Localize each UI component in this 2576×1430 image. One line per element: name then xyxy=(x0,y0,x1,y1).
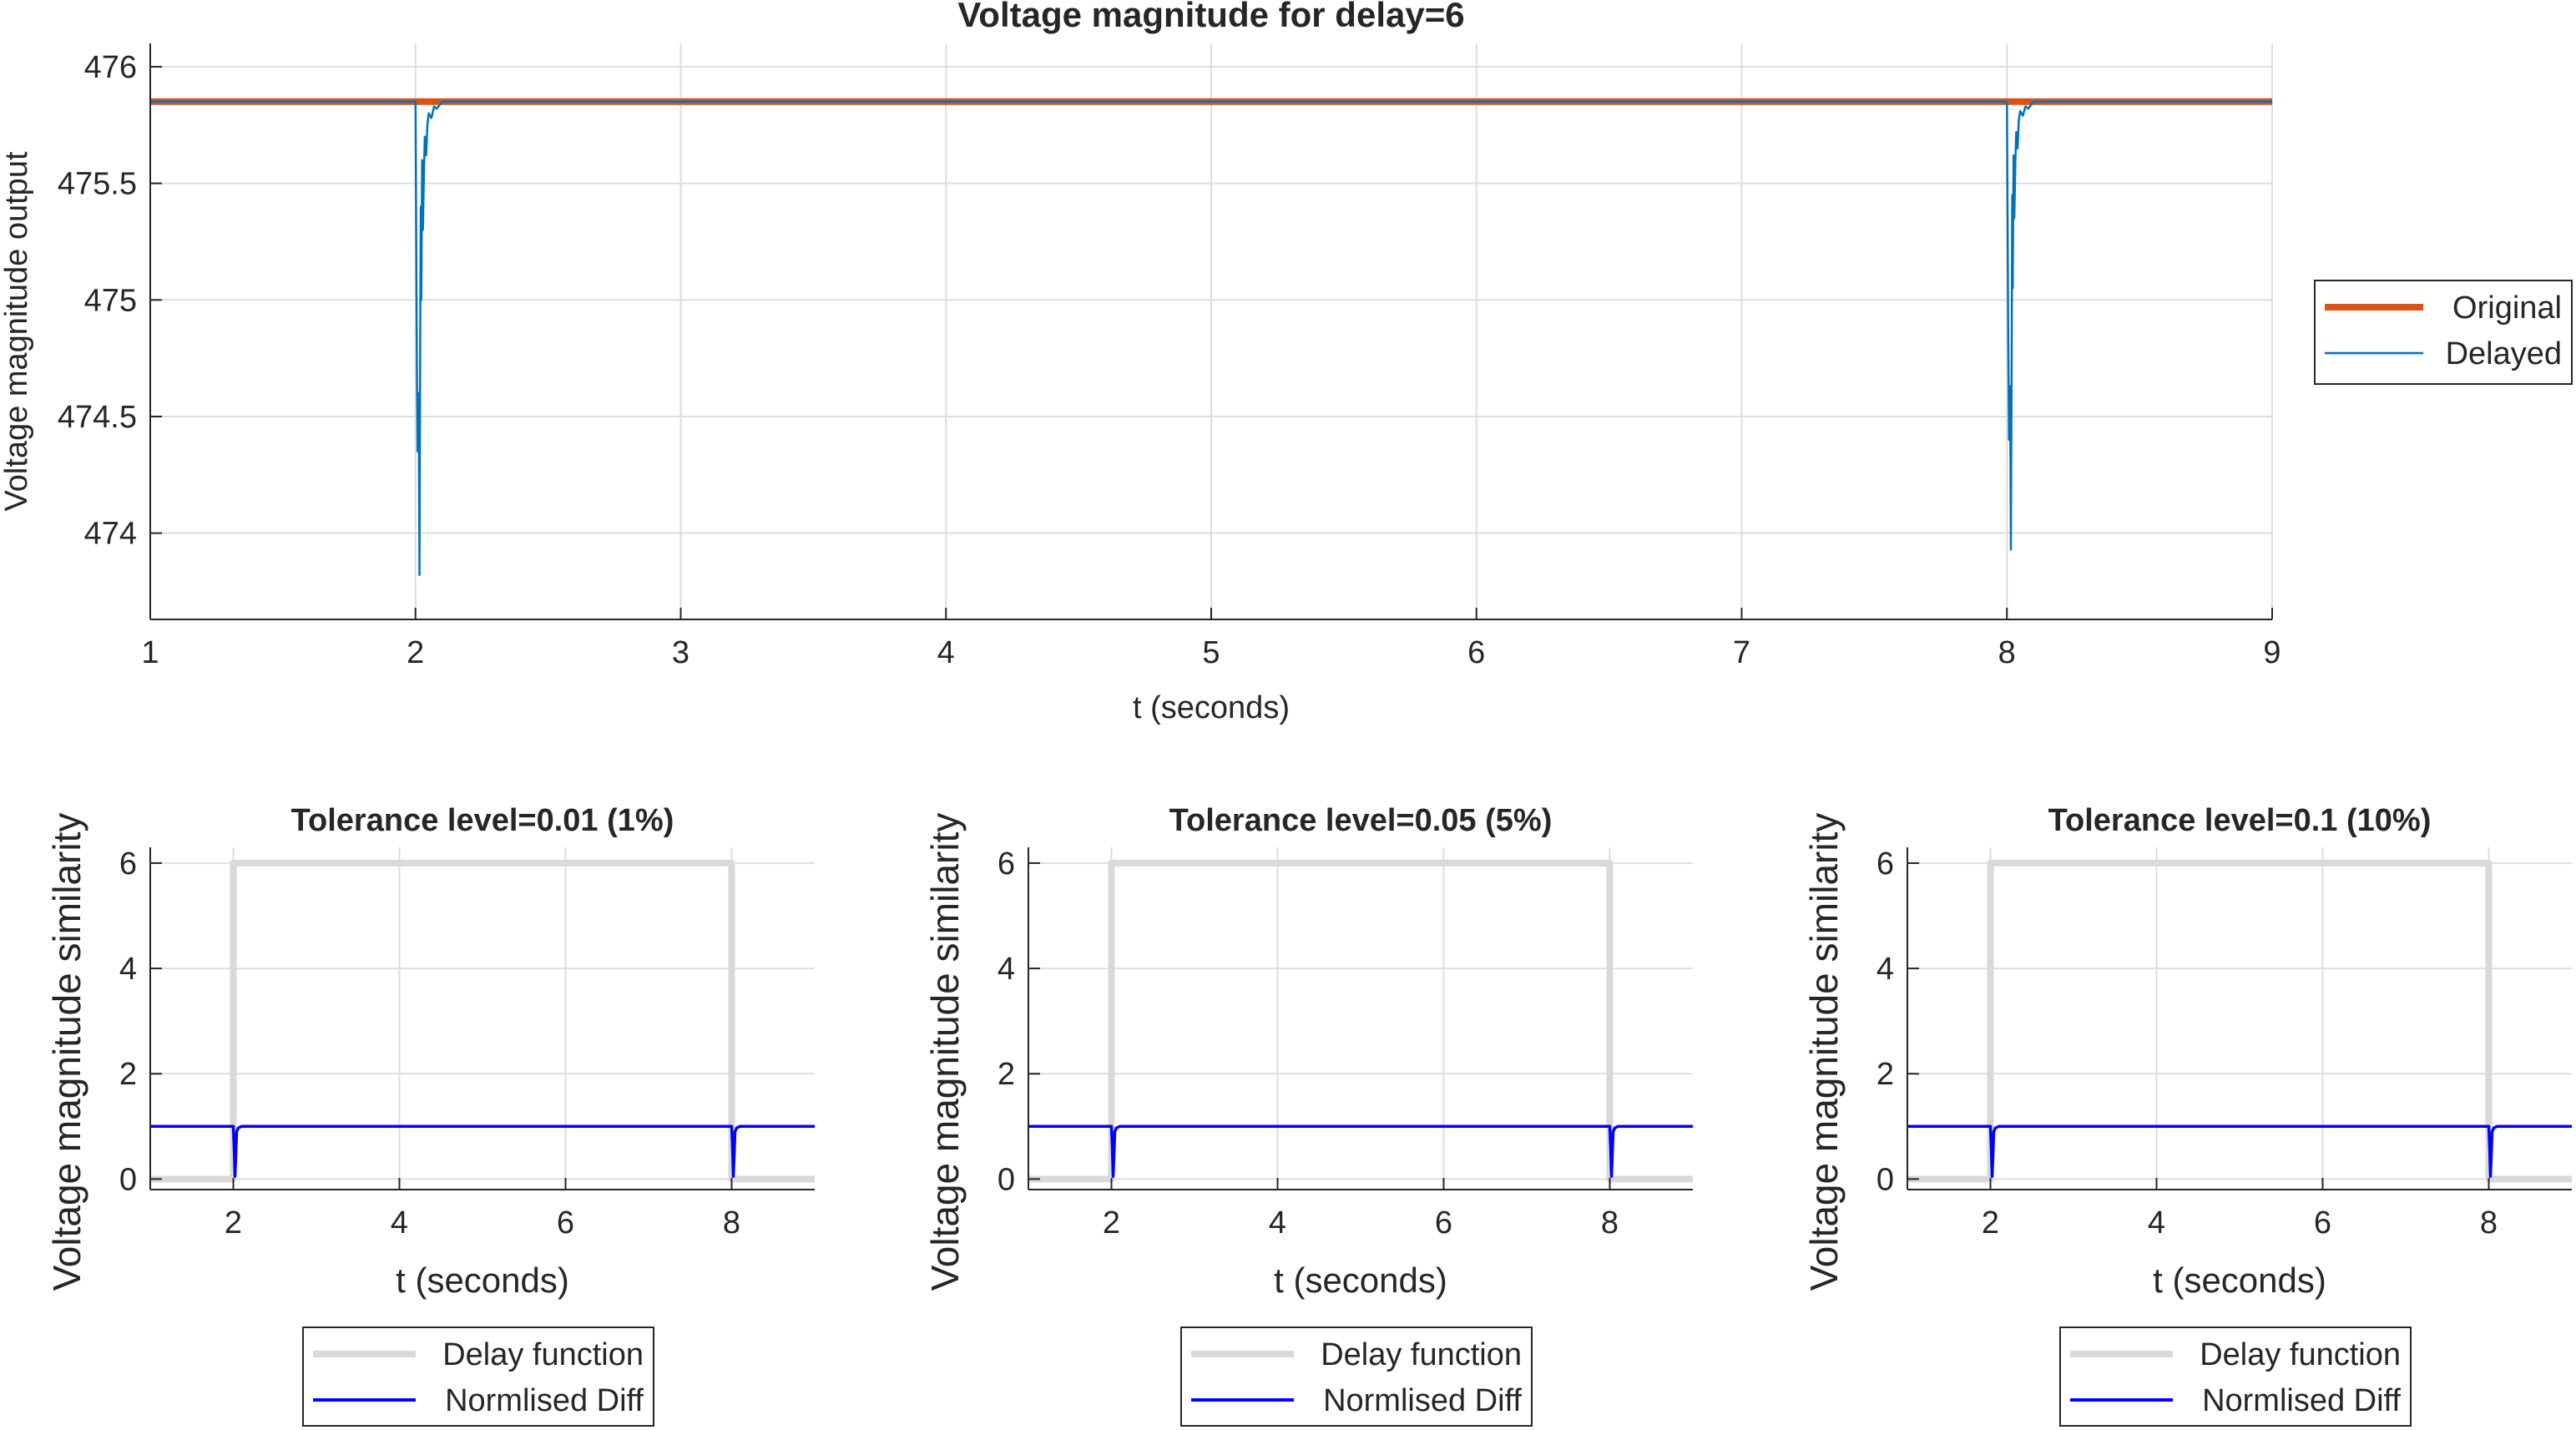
y-tick-label: 475 xyxy=(84,283,137,318)
legend-box xyxy=(302,1326,654,1427)
series-line-delay-function xyxy=(1028,859,1693,1183)
x-tick-label: 2 xyxy=(1103,1205,1120,1241)
x-tick-label: 8 xyxy=(1998,635,2016,670)
chart-0: 1 2 3 4 5 6 7 8 9 474 474.5 475 475.5 476 Voltage magn… xyxy=(0,0,2573,725)
y-axis-label: Voltage magnitude similarity xyxy=(923,813,967,1291)
y-tick-label: 0 xyxy=(1876,1162,1894,1197)
legend-label: Original xyxy=(2452,291,2562,326)
x-tick-label: 4 xyxy=(937,635,955,670)
x-axis-label: t (seconds) xyxy=(1274,1261,1447,1300)
x-tick-label: 2 xyxy=(1982,1205,1999,1241)
legend-box xyxy=(2059,1326,2412,1427)
x-axis-label: t (seconds) xyxy=(1133,690,1290,725)
legend-label: Normlised Diff xyxy=(445,1383,644,1418)
legend-label: Delay function xyxy=(2200,1337,2401,1372)
y-tick-label: 0 xyxy=(998,1162,1015,1197)
y-tick-label: 2 xyxy=(998,1057,1015,1092)
chart-title: Tolerance level=0.05 (5%) xyxy=(1169,803,1553,838)
x-tick-label: 7 xyxy=(1733,635,1750,670)
series-line-normlised-diff xyxy=(150,1124,815,1178)
x-tick-label: 9 xyxy=(2263,635,2281,670)
y-axis-label: Voltage magnitude similarity xyxy=(45,813,88,1291)
x-tick-label: 6 xyxy=(557,1205,574,1241)
legend-label: Delay function xyxy=(1321,1337,1522,1372)
series-line-normlised-diff xyxy=(1028,1124,1693,1178)
y-tick-label: 474.5 xyxy=(58,400,137,435)
x-tick-label: 5 xyxy=(1202,635,1220,670)
x-tick-label: 4 xyxy=(391,1205,408,1241)
y-tick-label: 6 xyxy=(998,846,1015,882)
chart-title: Voltage magnitude for delay=6 xyxy=(957,0,1464,34)
legend-label: Normlised Diff xyxy=(2202,1383,2401,1418)
series-line-delayed xyxy=(150,100,2272,577)
x-axis-label: t (seconds) xyxy=(2153,1261,2326,1300)
series-line-normlised-diff xyxy=(1907,1124,2572,1178)
y-tick-label: 476 xyxy=(84,50,137,85)
legend-box xyxy=(1180,1326,1533,1427)
legend-label: Delay function xyxy=(442,1337,644,1372)
x-tick-label: 4 xyxy=(2148,1205,2165,1241)
x-axis-label: t (seconds) xyxy=(396,1261,569,1300)
x-tick-label: 2 xyxy=(225,1205,242,1241)
legend-box xyxy=(2314,280,2573,385)
y-tick-label: 4 xyxy=(1876,952,1894,987)
x-tick-label: 3 xyxy=(672,635,689,670)
y-tick-label: 2 xyxy=(1876,1057,1894,1092)
series-line-delay-function xyxy=(1907,859,2572,1183)
chart-title: Tolerance level=0.01 (1%) xyxy=(291,803,674,838)
legend-label: Delayed xyxy=(2446,336,2562,371)
y-axis-label: Voltage magnitude output xyxy=(0,151,34,511)
y-tick-label: 4 xyxy=(119,952,137,987)
x-tick-label: 6 xyxy=(1467,635,1485,670)
x-tick-label: 8 xyxy=(723,1205,740,1241)
chart-title: Tolerance level=0.1 (10%) xyxy=(2048,803,2432,838)
y-tick-label: 0 xyxy=(119,1162,137,1197)
y-tick-label: 474 xyxy=(84,517,137,552)
x-tick-label: 4 xyxy=(1269,1205,1286,1241)
y-tick-label: 4 xyxy=(998,952,1015,987)
chart-1: 2 4 6 8 0 2 4 6 Tolerance level=0.01 (1%) t (seco… xyxy=(45,803,815,1427)
x-tick-label: 8 xyxy=(1601,1205,1619,1241)
chart-2: 2 4 6 8 0 2 4 6 Tolerance level=0.05 (5%) t (seco… xyxy=(923,803,1693,1427)
x-tick-label: 8 xyxy=(2480,1205,2498,1241)
x-tick-label: 1 xyxy=(141,635,159,670)
legend-label: Normlised Diff xyxy=(1323,1383,1522,1418)
x-tick-label: 6 xyxy=(1435,1205,1452,1241)
y-tick-label: 475.5 xyxy=(58,167,137,202)
series-line-delay-function xyxy=(150,859,815,1183)
y-tick-label: 6 xyxy=(1876,846,1894,882)
y-axis-label: Voltage magnitude similarity xyxy=(1802,813,1846,1291)
chart-3: 2 4 6 8 0 2 4 6 Tolerance level=0.1 (10%) t (seco… xyxy=(1802,803,2572,1427)
y-tick-label: 6 xyxy=(119,846,137,882)
x-tick-label: 6 xyxy=(2314,1205,2331,1241)
x-tick-label: 2 xyxy=(407,635,424,670)
y-tick-label: 2 xyxy=(119,1057,137,1092)
